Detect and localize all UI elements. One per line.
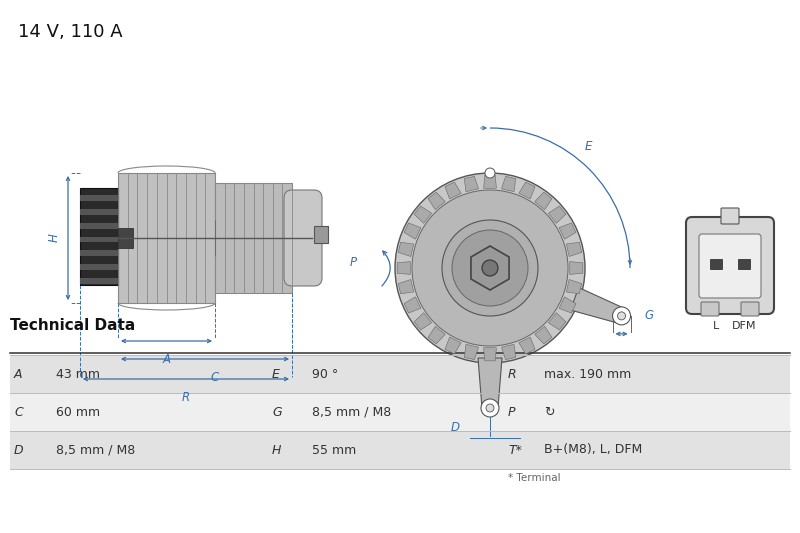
Polygon shape xyxy=(404,223,421,239)
Text: L: L xyxy=(713,321,719,331)
Polygon shape xyxy=(519,182,535,199)
Polygon shape xyxy=(118,173,215,303)
Text: R: R xyxy=(508,367,517,381)
Polygon shape xyxy=(80,223,118,229)
Polygon shape xyxy=(397,262,410,274)
Text: D: D xyxy=(451,421,460,434)
Text: H: H xyxy=(47,233,61,243)
Circle shape xyxy=(618,312,626,320)
Polygon shape xyxy=(484,348,496,361)
Text: C: C xyxy=(211,371,219,384)
Text: G: G xyxy=(272,406,282,418)
Polygon shape xyxy=(478,358,502,408)
Text: 60 mm: 60 mm xyxy=(56,406,100,418)
Text: P: P xyxy=(350,256,357,270)
Polygon shape xyxy=(502,176,516,192)
Text: Technical Data: Technical Data xyxy=(10,318,135,333)
Polygon shape xyxy=(559,297,576,313)
FancyBboxPatch shape xyxy=(701,302,719,316)
Text: 55 mm: 55 mm xyxy=(312,443,356,456)
Polygon shape xyxy=(548,206,566,223)
Polygon shape xyxy=(464,176,478,192)
Text: ↻: ↻ xyxy=(544,406,554,418)
Polygon shape xyxy=(548,313,566,330)
Text: D: D xyxy=(14,443,24,456)
Bar xyxy=(10,355,790,393)
Text: 90 °: 90 ° xyxy=(312,367,338,381)
Circle shape xyxy=(395,173,585,363)
Circle shape xyxy=(442,220,538,316)
Polygon shape xyxy=(398,243,414,256)
Polygon shape xyxy=(484,175,496,188)
Circle shape xyxy=(412,190,568,346)
Polygon shape xyxy=(428,192,446,209)
Polygon shape xyxy=(118,228,133,248)
Polygon shape xyxy=(534,192,552,209)
Text: G: G xyxy=(645,309,654,322)
Polygon shape xyxy=(314,226,328,243)
Text: T*: T* xyxy=(508,443,522,456)
Polygon shape xyxy=(80,237,118,243)
Text: P: P xyxy=(508,406,515,418)
Polygon shape xyxy=(566,243,582,256)
Polygon shape xyxy=(80,195,118,201)
Circle shape xyxy=(613,307,630,325)
FancyBboxPatch shape xyxy=(699,234,761,298)
Text: max. 190 mm: max. 190 mm xyxy=(544,367,631,381)
Text: C: C xyxy=(14,406,22,418)
Text: A: A xyxy=(162,353,170,366)
Bar xyxy=(10,393,790,431)
Text: 8,5 mm / M8: 8,5 mm / M8 xyxy=(312,406,391,418)
Polygon shape xyxy=(566,279,582,294)
Polygon shape xyxy=(428,326,446,344)
FancyBboxPatch shape xyxy=(721,208,739,224)
Polygon shape xyxy=(502,344,516,360)
Polygon shape xyxy=(80,251,118,256)
Text: * Terminal: * Terminal xyxy=(508,473,561,483)
Bar xyxy=(710,259,722,269)
Polygon shape xyxy=(570,262,583,274)
Polygon shape xyxy=(80,264,118,270)
Text: 8,5 mm / M8: 8,5 mm / M8 xyxy=(56,443,135,456)
Polygon shape xyxy=(570,287,624,324)
Text: E: E xyxy=(272,367,280,381)
Text: A: A xyxy=(14,367,22,381)
Polygon shape xyxy=(445,337,461,354)
Text: R: R xyxy=(182,391,190,404)
FancyBboxPatch shape xyxy=(284,190,322,286)
Text: B+(M8), L, DFM: B+(M8), L, DFM xyxy=(544,443,642,456)
Polygon shape xyxy=(464,344,478,360)
Polygon shape xyxy=(471,246,509,290)
Bar xyxy=(10,431,790,469)
Polygon shape xyxy=(414,313,432,330)
Polygon shape xyxy=(445,182,461,199)
Polygon shape xyxy=(559,223,576,239)
FancyBboxPatch shape xyxy=(741,302,759,316)
Circle shape xyxy=(485,168,495,178)
Circle shape xyxy=(452,230,528,306)
Text: E: E xyxy=(584,140,591,152)
Bar xyxy=(738,259,750,269)
Circle shape xyxy=(482,260,498,276)
Circle shape xyxy=(486,404,494,412)
Polygon shape xyxy=(404,297,421,313)
Polygon shape xyxy=(534,326,552,344)
Polygon shape xyxy=(80,188,118,285)
Polygon shape xyxy=(80,278,118,284)
Polygon shape xyxy=(519,337,535,354)
Polygon shape xyxy=(215,183,292,293)
Text: 14 V, 110 A: 14 V, 110 A xyxy=(18,23,122,41)
Polygon shape xyxy=(414,206,432,223)
Circle shape xyxy=(481,399,499,417)
Text: DFM: DFM xyxy=(732,321,756,331)
Text: 43 mm: 43 mm xyxy=(56,367,100,381)
Text: H: H xyxy=(272,443,282,456)
FancyBboxPatch shape xyxy=(686,217,774,314)
Polygon shape xyxy=(80,209,118,215)
Polygon shape xyxy=(398,279,414,294)
